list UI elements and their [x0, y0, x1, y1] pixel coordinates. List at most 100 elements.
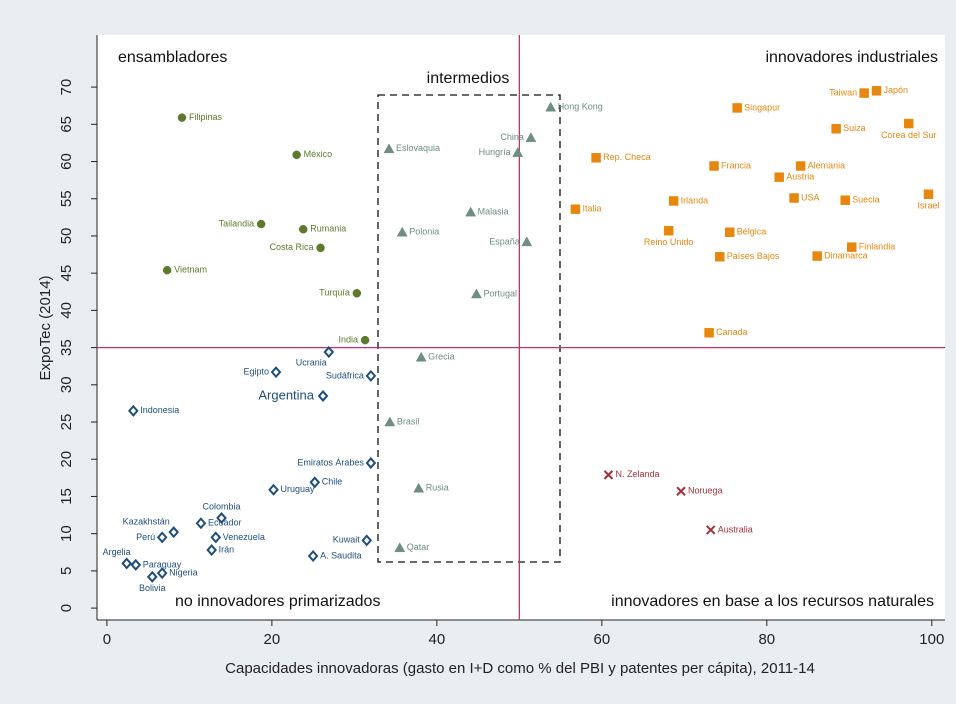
point [732, 103, 742, 113]
point [195, 517, 207, 530]
point [521, 236, 533, 247]
annotation: intermedios [427, 70, 510, 87]
point-label: Finlandia [859, 241, 896, 251]
point-label: Francia [721, 160, 751, 170]
point-label: Chile [322, 477, 343, 487]
point-label: Rusia [426, 483, 449, 493]
annotation: innovadores en base a los recursos natur… [611, 593, 934, 610]
point-label: Israel [917, 201, 939, 211]
y-tick-label: 50 [58, 228, 75, 245]
point-label: Suiza [843, 123, 866, 133]
point-label: Turquía [319, 288, 350, 298]
point-label: Rumania [310, 224, 346, 234]
point [361, 534, 373, 547]
point-label: Países Bajos [727, 251, 780, 261]
point-label: México [304, 149, 333, 159]
point [309, 476, 321, 489]
y-tick-label: 10 [58, 525, 75, 542]
point [268, 483, 279, 496]
point-label: Colombia [203, 501, 241, 511]
point-label: China [500, 132, 524, 142]
point [384, 416, 396, 427]
point-label: India [339, 335, 359, 345]
point [871, 86, 882, 96]
y-tick-label: 5 [58, 567, 75, 575]
point [307, 549, 319, 562]
x-tick-label: 80 [758, 631, 775, 648]
point [715, 252, 725, 262]
y-tick-label: 15 [58, 488, 75, 505]
point [789, 193, 799, 203]
point [127, 404, 139, 417]
point-label: Alemania [808, 160, 846, 170]
y-tick-label: 0 [58, 604, 75, 612]
point [570, 204, 581, 214]
point [298, 225, 308, 234]
point-label: Filipinas [189, 112, 223, 122]
x-tick-label: 100 [919, 631, 944, 648]
point [168, 526, 180, 539]
point [413, 482, 425, 493]
point [847, 242, 857, 252]
point [216, 512, 227, 525]
point-label: Indonesia [140, 405, 179, 415]
y-tick-label: 60 [58, 153, 75, 170]
point [859, 88, 869, 98]
point-label: Polonia [409, 227, 439, 237]
point-label: A. Saudita [320, 550, 362, 560]
point-label: Kazakhstán [123, 517, 170, 527]
point [365, 456, 377, 469]
point [177, 113, 187, 122]
point [812, 251, 822, 261]
point [415, 351, 427, 362]
y-tick-label: 25 [58, 414, 75, 431]
point-label: Argentina [258, 387, 314, 402]
point-label: Emiratos Árabes [297, 457, 364, 467]
point-label: Qatar [407, 542, 430, 552]
point [317, 389, 329, 402]
point-label: Perú [136, 532, 155, 542]
point-label: Reino Unido [644, 237, 694, 247]
point-label: Bolivia [139, 583, 166, 593]
y-tick-label: 30 [58, 376, 75, 393]
point-label: Argelia [103, 547, 131, 557]
point [795, 161, 806, 171]
y-axis-label: ExpoTec (2014) [37, 275, 54, 380]
point-label: España [489, 236, 520, 246]
point-label: Egipto [243, 367, 269, 377]
point-label: Italia [582, 204, 601, 214]
point-label: Uruguay [281, 484, 316, 494]
point [545, 101, 557, 112]
point [365, 369, 377, 382]
point [394, 542, 406, 553]
point-label: Hungría [479, 147, 511, 157]
point [774, 172, 784, 182]
point [383, 143, 395, 154]
point-label: Corea del Sur [881, 130, 937, 140]
point-label: Dinamarca [824, 250, 868, 260]
point [512, 147, 524, 157]
point [206, 544, 217, 557]
point-label: N. Zelanda [615, 469, 659, 479]
y-tick-label: 40 [58, 302, 75, 319]
point-label: Costa Rica [270, 242, 314, 252]
x-tick-label: 0 [103, 631, 111, 648]
point [316, 243, 325, 253]
point-label: Paraguay [143, 559, 182, 569]
point [323, 346, 335, 359]
point-label: Grecia [428, 352, 455, 362]
point [706, 525, 716, 535]
point-label: Noruega [688, 486, 723, 496]
annotation: no innovadores primarizados [175, 593, 380, 610]
x-tick-label: 40 [429, 631, 446, 648]
y-tick-label: 45 [58, 265, 75, 282]
point-label: Nigeria [169, 567, 198, 577]
point-label: Japón [884, 85, 909, 95]
point [292, 150, 301, 160]
point-label: Singapur [744, 102, 780, 112]
y-tick-label: 20 [58, 451, 75, 468]
point [704, 327, 714, 338]
point-label: USA [801, 192, 820, 202]
point [360, 335, 370, 345]
